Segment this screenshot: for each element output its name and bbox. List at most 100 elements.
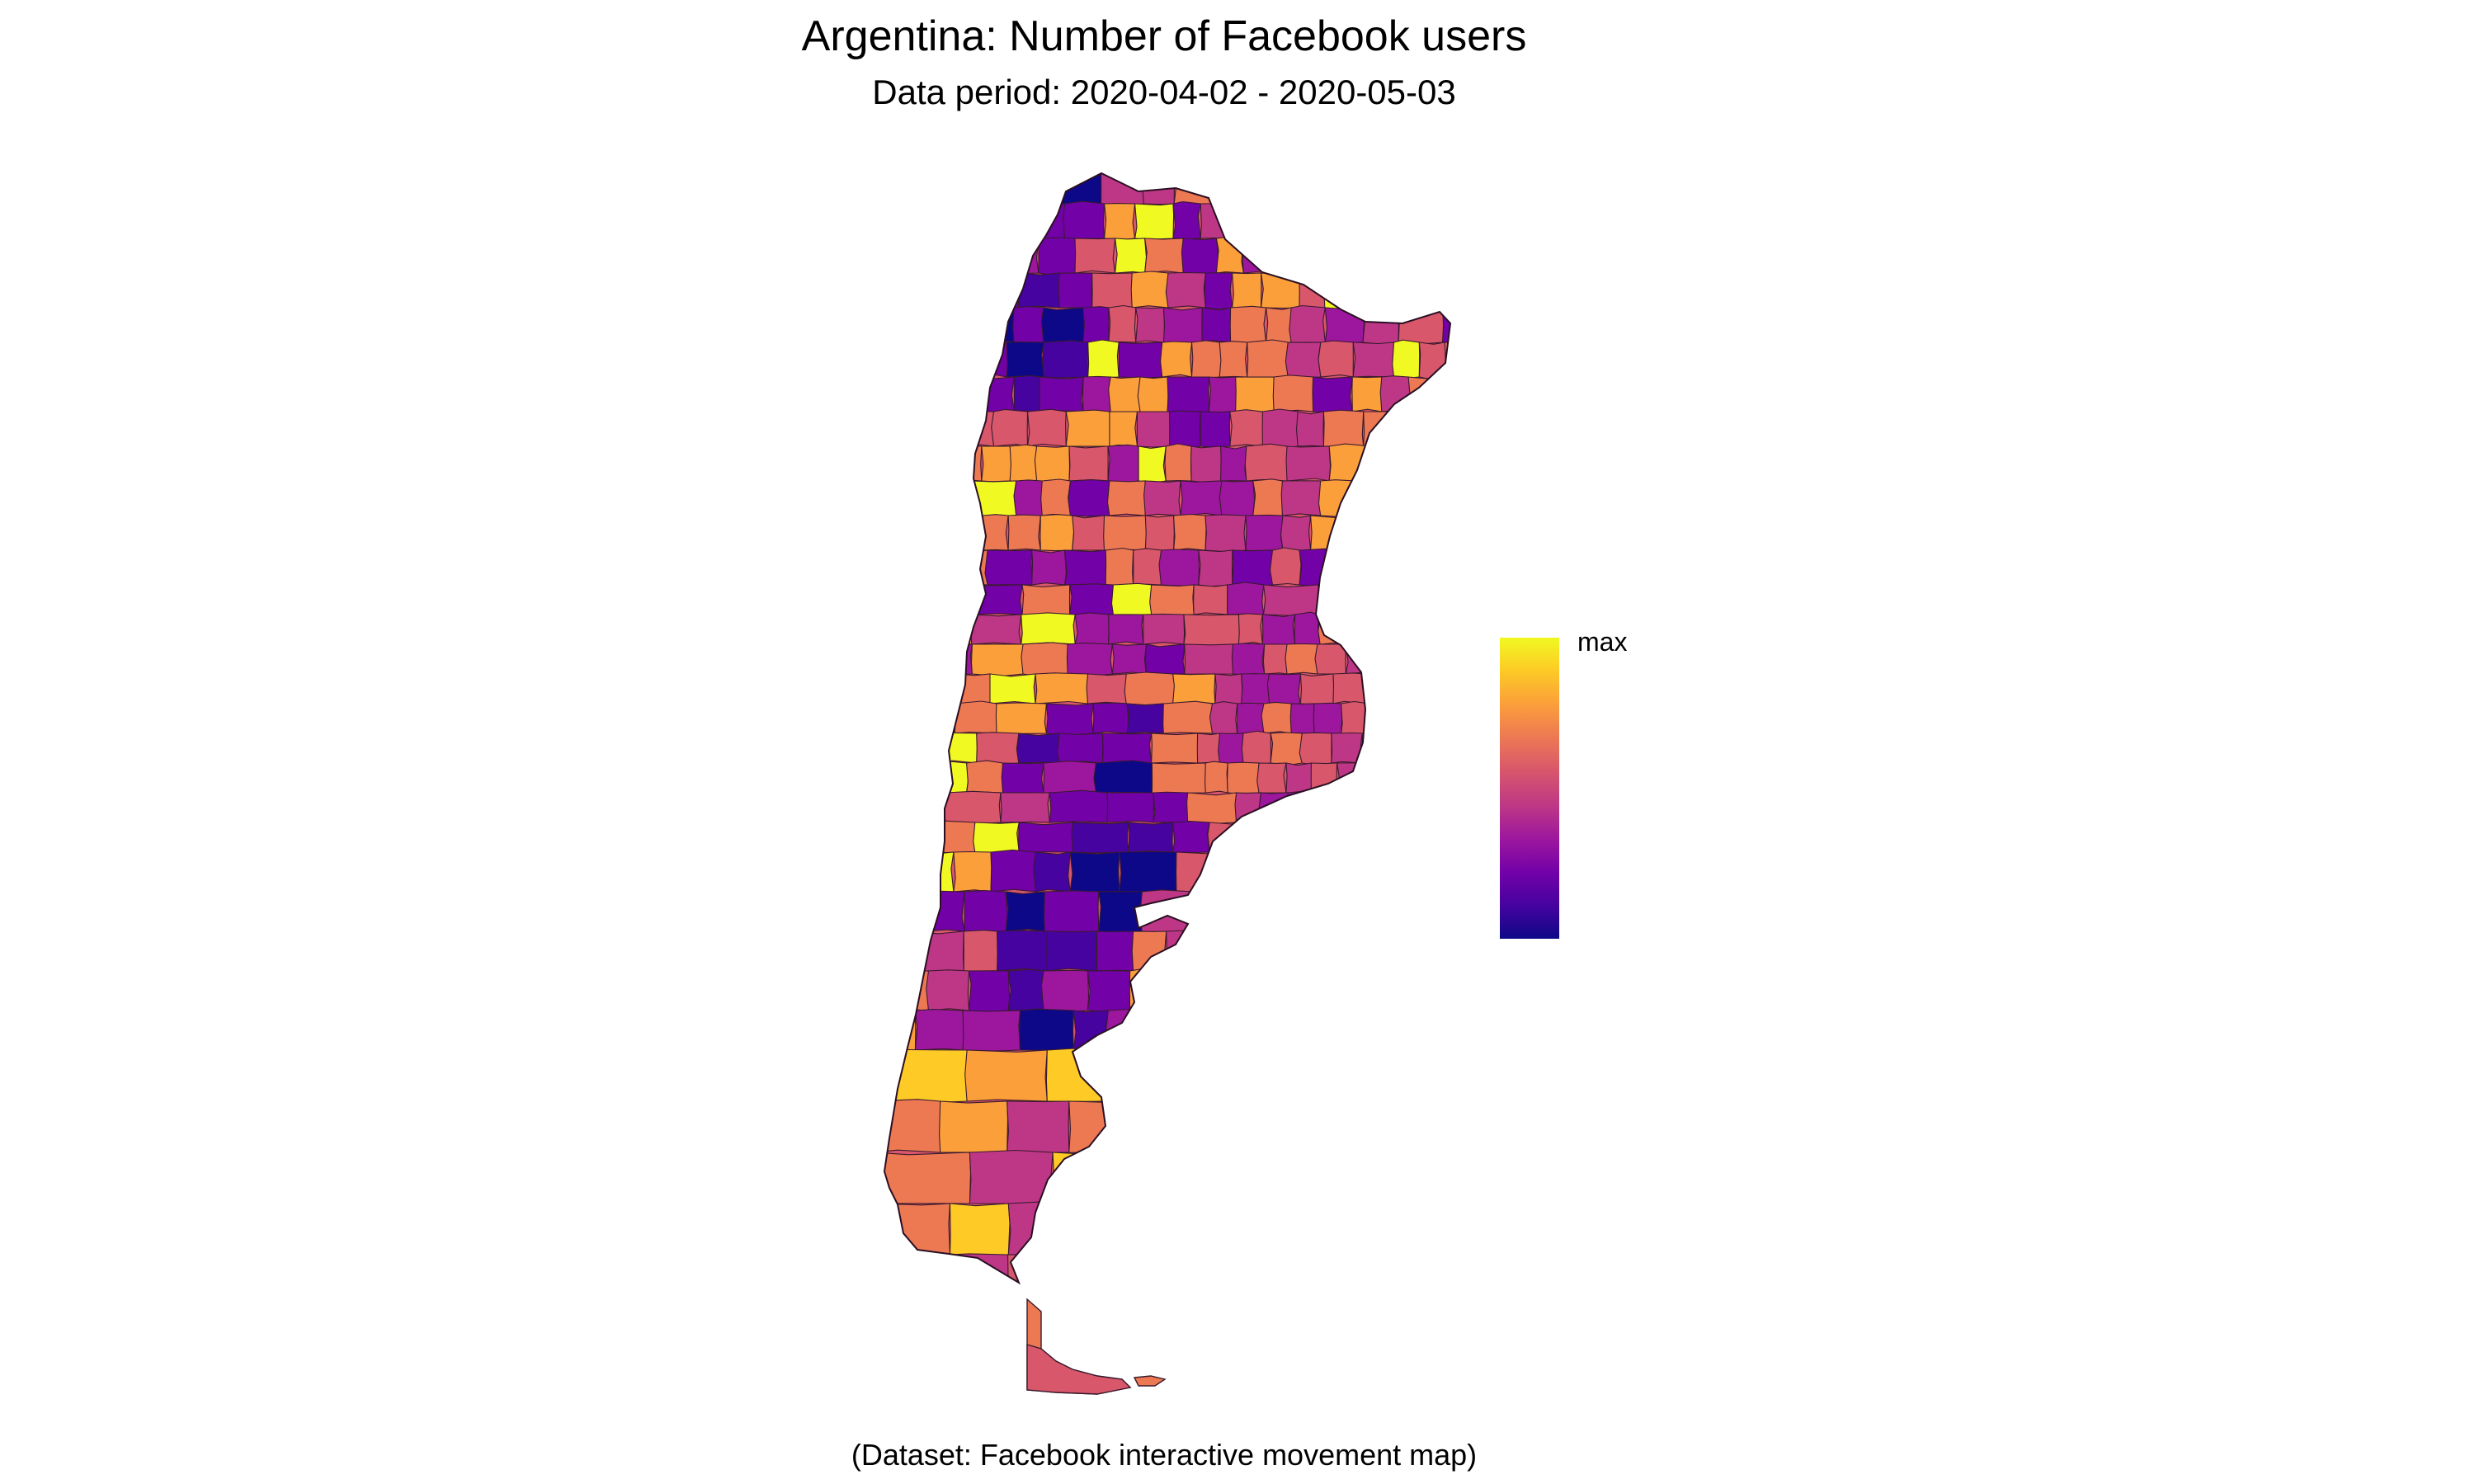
region-385 — [963, 930, 999, 974]
region-297 — [1101, 733, 1153, 764]
region-182 — [1072, 515, 1107, 551]
region-429 — [1351, 1048, 1450, 1102]
region-227 — [1074, 612, 1110, 647]
region-57 — [1058, 272, 1093, 309]
region-327 — [907, 792, 946, 825]
region-102 — [1392, 339, 1421, 379]
region-258 — [908, 671, 957, 705]
region-60 — [1165, 271, 1207, 309]
region-178 — [954, 514, 983, 551]
region-197 — [1031, 549, 1067, 586]
region-132 — [1200, 411, 1231, 448]
region-221 — [1359, 582, 1412, 615]
region-192 — [1428, 515, 1450, 551]
region-344 — [917, 820, 977, 854]
region-271 — [1391, 671, 1423, 706]
region-97 — [1219, 341, 1248, 378]
region-273 — [1453, 673, 1477, 704]
region-250 — [1285, 643, 1320, 675]
region-343 — [884, 820, 920, 853]
region-27 — [1228, 203, 1266, 239]
region-401 — [1040, 969, 1090, 1013]
region-422 — [1418, 1009, 1450, 1051]
region-44 — [1215, 235, 1245, 274]
region-247 — [1184, 643, 1235, 675]
region-265 — [1214, 673, 1243, 707]
region-109 — [1013, 375, 1041, 412]
region-398 — [926, 969, 970, 1011]
region-47 — [1299, 238, 1336, 275]
region-165 — [1106, 480, 1146, 516]
region-365 — [1270, 851, 1328, 893]
region-289 — [1398, 703, 1426, 734]
region-77 — [1135, 307, 1166, 343]
region-439 — [884, 1152, 972, 1204]
region-226 — [1021, 612, 1076, 645]
region-133 — [1229, 409, 1265, 447]
region-377 — [1190, 889, 1228, 934]
region-248 — [1231, 643, 1266, 676]
region-394 — [1367, 930, 1411, 974]
region-435 — [1153, 1100, 1242, 1153]
region-115 — [1208, 376, 1238, 415]
region-136 — [1322, 409, 1365, 449]
region-269 — [1332, 672, 1365, 704]
region-98 — [1247, 339, 1289, 380]
region-315 — [1151, 762, 1208, 794]
region-391 — [1220, 930, 1273, 973]
region-3 — [976, 173, 1024, 207]
region-187 — [1245, 514, 1284, 553]
region-305 — [1361, 732, 1392, 765]
region-236 — [1367, 614, 1394, 645]
region-66 — [1364, 272, 1406, 309]
region-272 — [1419, 672, 1450, 704]
region-460 — [1306, 1254, 1378, 1283]
region-23 — [1103, 203, 1136, 241]
region-230 — [1183, 614, 1242, 647]
region-323 — [1391, 762, 1425, 794]
region-243 — [1021, 642, 1070, 677]
region-184 — [1144, 515, 1175, 553]
region-81 — [1265, 307, 1293, 344]
region-211 — [912, 584, 970, 616]
region-420 — [1335, 1007, 1377, 1051]
region-274 — [884, 703, 920, 736]
region-93 — [1087, 339, 1120, 379]
region-217 — [1193, 584, 1228, 615]
region-437 — [1321, 1099, 1398, 1153]
region-194 — [908, 549, 951, 587]
region-314 — [1093, 760, 1155, 794]
region-28 — [1261, 200, 1292, 240]
region-158 — [884, 480, 910, 518]
region-356 — [884, 849, 922, 893]
region-441 — [1052, 1152, 1149, 1204]
region-215 — [1110, 582, 1153, 618]
region-35 — [899, 238, 938, 274]
region-196 — [984, 549, 1033, 586]
region-238 — [1418, 612, 1450, 647]
region-54 — [954, 272, 986, 310]
region-316 — [1204, 761, 1228, 794]
region-99 — [1285, 342, 1322, 378]
region-286 — [1313, 702, 1343, 734]
region-188 — [1280, 515, 1312, 551]
region-141 — [916, 443, 945, 483]
region-146 — [1068, 445, 1109, 482]
region-140 — [884, 445, 918, 483]
region-330 — [1049, 789, 1109, 823]
region-412 — [962, 1010, 1021, 1052]
region-267 — [1266, 673, 1302, 704]
region-62 — [1231, 272, 1262, 310]
region-341 — [1434, 792, 1450, 823]
region-245 — [1111, 643, 1148, 675]
region-137 — [1363, 411, 1407, 449]
region-302 — [1270, 732, 1303, 766]
region-41 — [1114, 238, 1148, 274]
region-199 — [1105, 547, 1134, 587]
region-174 — [1413, 480, 1440, 516]
region-438 — [1397, 1100, 1450, 1156]
region-147 — [1107, 444, 1141, 484]
region-94 — [1118, 342, 1164, 379]
region-241 — [922, 643, 974, 676]
